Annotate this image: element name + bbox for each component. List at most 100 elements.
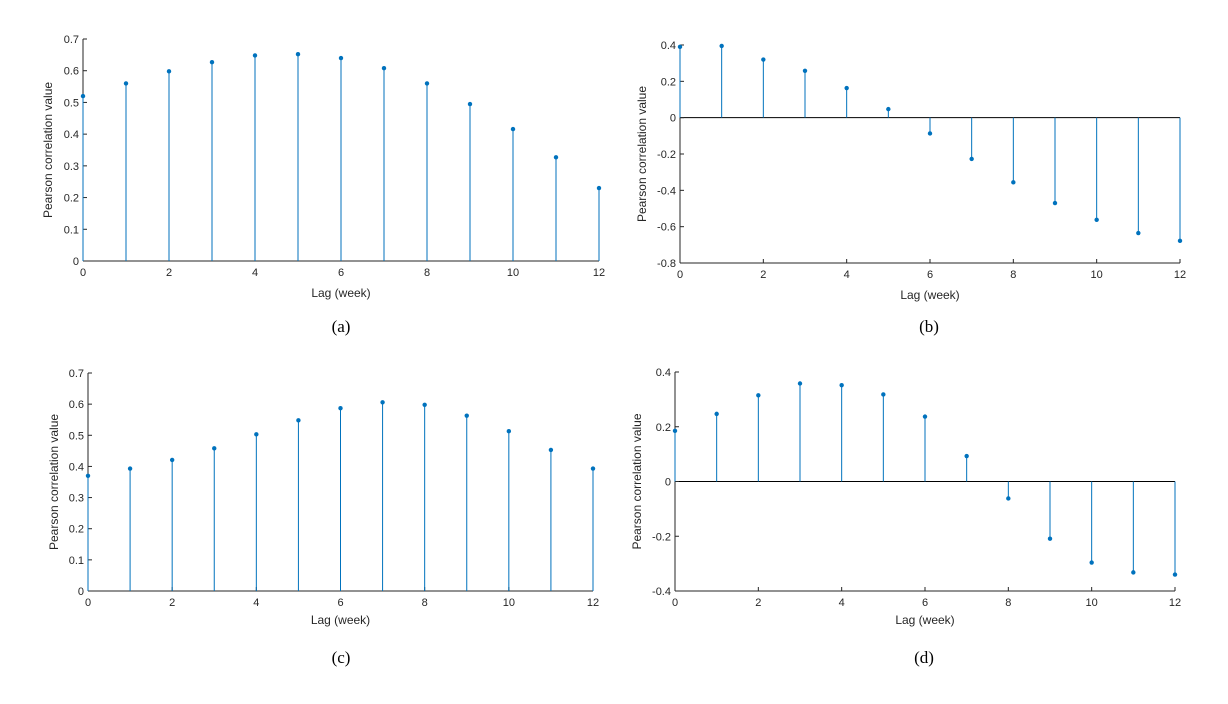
panel-c: (c) 0 2 4 6 8 10 12 0 0.1 0.2 0.3 0.4 0.5 0.6 0.7 Lag (… [47, 368, 599, 667]
x-tick-label: 4 [252, 267, 258, 279]
x-tick-label: 2 [755, 597, 761, 609]
stem-point [467, 101, 473, 107]
stem-point [80, 93, 86, 99]
stem-point [422, 402, 427, 407]
x-tick-label: 6 [338, 267, 344, 279]
stem-point [714, 411, 719, 417]
x-axis-label-b: Lag (week) [900, 288, 959, 302]
y-tick-label: 0.7 [69, 368, 84, 380]
stem-point [886, 106, 891, 112]
x-tick-label: 8 [422, 597, 428, 609]
stem-point [1131, 570, 1136, 575]
stem-point [927, 131, 933, 136]
x-tick-label: 4 [253, 597, 259, 609]
x-axis-label-d: Lag (week) [895, 613, 954, 627]
y-axis-label-c: Pearson correlation value [47, 414, 61, 550]
stem-point [381, 65, 387, 71]
y-tick-label: 0.2 [661, 76, 676, 88]
y-tick-label: 0.4 [656, 367, 671, 379]
stem-point [1052, 200, 1058, 206]
y-tick-label: 0 [665, 477, 671, 489]
x-tick-label: 8 [1005, 597, 1011, 609]
stem-point [123, 81, 129, 86]
y-tick-label: -0.2 [657, 149, 676, 161]
stem-point [1047, 536, 1053, 541]
caption-a: (a) [332, 317, 351, 336]
x-tick-label: 10 [503, 597, 515, 609]
stem-point [1172, 572, 1178, 577]
y-tick-label: 0 [73, 256, 79, 268]
panel-b: (b) 0 2 4 6 8 10 12 -0.8 -0.6 -0.4 -0.2 0 0.2 0.4 Lag … [635, 40, 1186, 336]
y-axis-label-a: Pearson correlation value [41, 82, 55, 218]
stem-point [590, 466, 596, 471]
stem-point [1136, 230, 1141, 236]
stem-point [166, 69, 172, 74]
stem-point [296, 418, 301, 423]
x-tick-label: 12 [1169, 597, 1181, 609]
x-tick-label: 8 [1010, 269, 1016, 281]
x-tick-label: 4 [839, 597, 845, 609]
stem-point [677, 44, 683, 50]
stem-point [881, 392, 886, 397]
y-tick-label: 0.2 [64, 193, 79, 205]
stem-point [424, 81, 430, 86]
y-tick-label: -0.8 [657, 258, 676, 270]
y-tick-label: 0.6 [64, 66, 79, 78]
y-tick-label: 0 [78, 586, 84, 598]
y-tick-label: 0.2 [656, 422, 671, 434]
stem-point [1089, 560, 1094, 565]
y-tick-label: 0.3 [69, 493, 84, 505]
stem-point [380, 400, 385, 405]
y-tick-label: -0.4 [652, 586, 671, 598]
stem-point [596, 185, 602, 191]
stem-point [1011, 180, 1016, 185]
panel-a: (a) 0 2 4 6 8 10 12 0 0.1 0.2 0.3 0.4 0.5 0.6 0.7 Lag (… [41, 34, 605, 336]
y-axis-label-b: Pearson correlation value [635, 86, 649, 222]
stem-point [1094, 217, 1099, 222]
y-tick-label: 0.1 [64, 224, 79, 236]
stem-point [844, 85, 849, 91]
stem-point [761, 57, 766, 62]
x-axis-label-c: Lag (week) [311, 613, 370, 627]
x-tick-label: 12 [587, 597, 599, 609]
x-tick-label: 8 [424, 267, 430, 279]
stem-point [338, 405, 343, 411]
x-tick-label: 6 [922, 597, 928, 609]
caption-b: (b) [919, 317, 939, 336]
stem-point [802, 68, 808, 73]
stem-point [548, 447, 554, 453]
stem-point [464, 413, 469, 418]
x-tick-label: 2 [169, 597, 175, 609]
x-tick-label: 12 [1174, 269, 1186, 281]
stem-point [1177, 238, 1183, 244]
stem-point [252, 53, 258, 58]
stem-point [719, 43, 724, 49]
y-tick-label: -0.4 [657, 185, 676, 197]
stem-point [338, 55, 344, 61]
caption-c: (c) [332, 648, 351, 667]
y-tick-label: -0.2 [652, 531, 671, 543]
y-tick-label: 0.4 [64, 129, 79, 141]
x-tick-label: 12 [593, 267, 605, 279]
y-tick-label: 0.6 [69, 399, 84, 411]
stem-point [127, 466, 133, 471]
stem-point [964, 453, 969, 459]
x-tick-label: 10 [507, 267, 519, 279]
stem-point [510, 126, 516, 132]
y-tick-label: 0.1 [69, 555, 84, 567]
stem-point [1006, 496, 1011, 501]
x-tick-label: 6 [337, 597, 343, 609]
x-tick-label: 0 [80, 267, 86, 279]
y-tick-label: -0.6 [657, 222, 676, 234]
stem-point [209, 59, 215, 65]
stem-point [553, 155, 559, 160]
x-tick-label: 2 [760, 269, 766, 281]
x-tick-label: 0 [85, 597, 91, 609]
stem-point [169, 457, 175, 463]
x-axis-label-a: Lag (week) [311, 286, 370, 300]
x-tick-label: 10 [1091, 269, 1103, 281]
y-tick-label: 0.3 [64, 161, 79, 173]
stem-point [212, 446, 217, 451]
x-tick-label: 4 [844, 269, 850, 281]
